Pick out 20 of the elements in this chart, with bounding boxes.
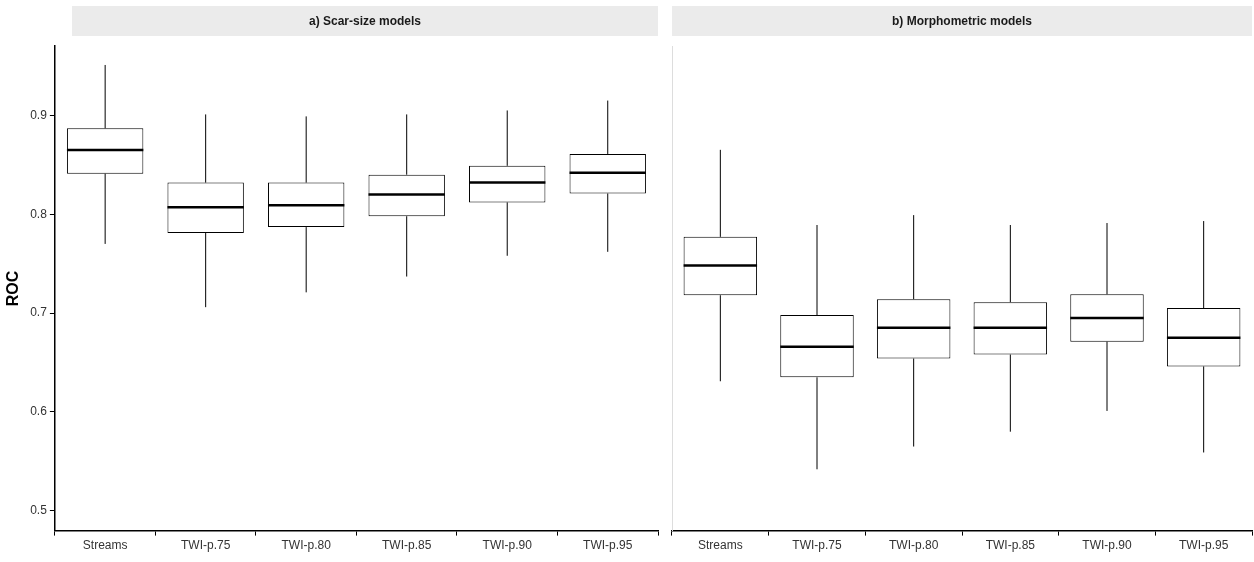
x-tick-label: TWI-p.80 [281,538,332,553]
x-tick-label: TWI-p.95 [583,538,633,553]
x-tick-label: Streams [82,538,128,553]
x-tick-label: Streams [697,538,743,553]
x-tick-label: TWI-p.75 [792,538,842,553]
y-axis-title: ROC [4,270,22,307]
x-tick-label: TWI-p.90 [1082,538,1132,553]
x-tick-label: TWI-p.90 [482,538,533,553]
y-tick-label: 0.9 [30,107,48,122]
x-tick-label: TWI-p.85 [985,538,1036,553]
x-tick-label: TWI-p.85 [382,538,432,553]
y-tick-label: 0.5 [30,503,48,518]
x-tick-label: TWI-p.75 [180,538,231,553]
chart-title: a) Scar-size models [72,6,658,36]
x-tick-label: TWI-p.95 [1178,538,1229,553]
y-tick-label: 0.6 [30,404,48,419]
y-tick-label: 0.7 [30,305,48,320]
x-tick-label: TWI-p.80 [888,538,939,553]
chart-title: b) Morphometric models [672,6,1252,36]
y-tick-label: 0.8 [30,206,48,221]
